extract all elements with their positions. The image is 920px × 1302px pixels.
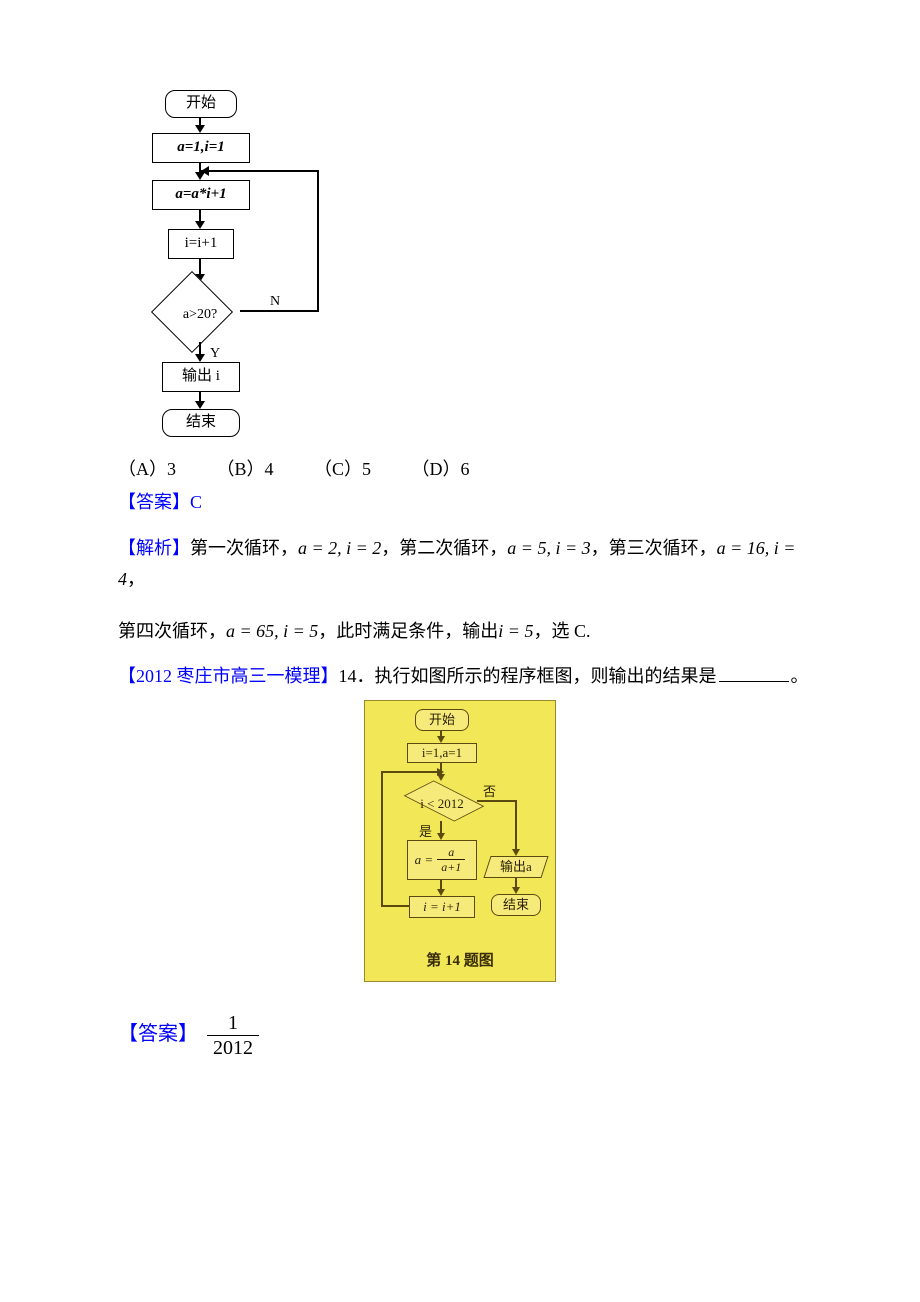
- l: [381, 771, 383, 907]
- fc1-arrowhead: [195, 354, 205, 362]
- fc1-end-text: 结束: [186, 410, 216, 436]
- q2-answer-frac: 1 2012: [207, 1011, 259, 1060]
- iter2: a = 5, i = 3: [507, 538, 590, 558]
- l: [515, 800, 517, 851]
- q2-num: 14．: [339, 666, 375, 686]
- fc1-output: 输出 i: [162, 362, 240, 392]
- opt-c: （C）5: [314, 459, 371, 479]
- q2-answer: 【答案】 1 2012: [118, 1011, 810, 1060]
- fc2-init: i=1,a=1: [407, 743, 477, 763]
- t: 第四次循环，: [118, 621, 226, 641]
- q1-options: （A）3 （B）4 （C）5 （D）6: [118, 454, 810, 485]
- t: a =: [415, 849, 434, 871]
- fc1-cond: a>20?: [160, 303, 240, 327]
- opt-b: （B）4: [217, 459, 274, 479]
- q2-text: 执行如图所示的程序框图，则输出的结果是: [375, 666, 717, 686]
- q1-answer: 【答案】C: [118, 487, 810, 518]
- fc1-no-v: [317, 170, 319, 312]
- explain-label: 【解析】: [118, 538, 190, 558]
- fc1-loop-top: [201, 170, 319, 172]
- fc1-init: a=1,i=1: [152, 133, 250, 163]
- t: i < 2012: [420, 796, 463, 811]
- figure-2-wrap: 开始 i=1,a=1 i < 2012 否 是 a = a: [110, 700, 810, 992]
- t: ，第三次循环，: [591, 538, 717, 558]
- fc2-inc: i = i+1: [409, 896, 475, 918]
- fc2-output: 输出a: [483, 856, 548, 878]
- answer-value: C: [190, 492, 202, 512]
- answer-label: 【答案】: [118, 1023, 198, 1045]
- fc2-end: 结束: [491, 894, 541, 916]
- iter1: a = 2, i = 2: [298, 538, 381, 558]
- h: [437, 833, 445, 840]
- l: [381, 771, 439, 773]
- iter4: a = 65, i = 5: [226, 621, 318, 641]
- num: a: [437, 845, 465, 860]
- num: 1: [207, 1011, 259, 1036]
- t: 输出a: [500, 856, 532, 878]
- fc1-step2: i=i+1: [168, 229, 234, 259]
- fc1-step1-text: a=a*i+1: [175, 182, 226, 208]
- t: ，此时满足条件，输出: [318, 621, 498, 641]
- q1-explain-line2: 第四次循环，a = 65, i = 5，此时满足条件，输出i = 5，选 C.: [118, 616, 810, 647]
- fc2-start: 开始: [415, 709, 469, 731]
- t: 结束: [503, 894, 529, 916]
- h: [512, 849, 520, 856]
- fc1-arrowhead: [195, 221, 205, 229]
- blank: [719, 663, 789, 682]
- h: [437, 889, 445, 896]
- t: ，选 C.: [533, 621, 590, 641]
- fc2-frac: a a+1: [437, 845, 465, 875]
- fc1-output-text: 输出 i: [182, 364, 220, 390]
- flowchart-2: 开始 i=1,a=1 i < 2012 否 是 a = a: [364, 700, 556, 982]
- fc2-cond: i < 2012: [407, 793, 477, 815]
- fc1-arrowhead: [195, 125, 205, 133]
- fc2-caption: 第 14 题图: [365, 949, 555, 975]
- fc1-init-text: a=1,i=1: [177, 135, 225, 161]
- answer-label: 【答案】: [118, 492, 190, 512]
- den: a+1: [437, 860, 465, 874]
- iout: i = 5: [498, 621, 533, 641]
- fc1-cond-text: a>20?: [183, 307, 217, 322]
- t: i=1,a=1: [422, 742, 462, 764]
- q2-stem: 【2012 枣庄市高三一模理】14．执行如图所示的程序框图，则输出的结果是 。: [118, 661, 810, 692]
- h: [512, 887, 520, 894]
- fc1-start-text: 开始: [186, 91, 216, 117]
- fc1-step1: a=a*i+1: [152, 180, 250, 210]
- flowchart-1: 开始 a=1,i=1 a=a*i+1 i=i+1 a>20? N Y 输出 i: [120, 90, 340, 450]
- fc1-step2-text: i=i+1: [185, 231, 218, 257]
- t: ，: [127, 569, 145, 589]
- h: [437, 768, 444, 776]
- fc1-start: 开始: [165, 90, 237, 118]
- fc1-end: 结束: [162, 409, 240, 437]
- fc1-arrowhead: [201, 166, 209, 176]
- t: 第一次循环，: [190, 538, 298, 558]
- t: 开始: [429, 709, 455, 731]
- q2-period: 。: [791, 666, 809, 686]
- den: 2012: [207, 1036, 259, 1060]
- fc2-assign: a = a a+1: [407, 840, 477, 880]
- fc1-arrowhead: [195, 401, 205, 409]
- q1-explain-line1: 【解析】第一次循环，a = 2, i = 2，第二次循环，a = 5, i = …: [118, 533, 810, 594]
- q2-source: 【2012 枣庄市高三一模理】: [118, 666, 339, 686]
- opt-d: （D）6: [412, 459, 470, 479]
- fc2-no: 否: [483, 781, 496, 803]
- t: ，第二次循环，: [381, 538, 507, 558]
- fc1-no-label: N: [270, 290, 280, 314]
- opt-a: （A）3: [118, 459, 176, 479]
- t: i = i+1: [423, 896, 461, 918]
- l: [383, 905, 409, 907]
